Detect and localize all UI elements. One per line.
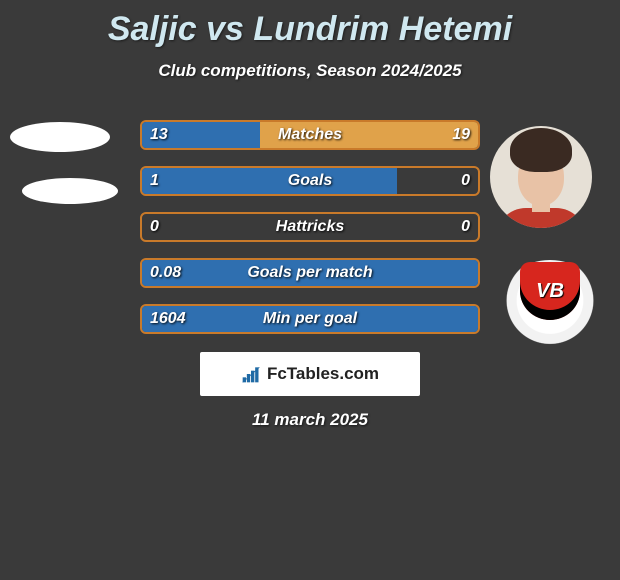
stat-value-left: 1 (150, 172, 159, 190)
subtitle: Club competitions, Season 2024/2025 (0, 61, 620, 81)
player1-avatar (22, 178, 118, 204)
stat-value-left: 1604 (150, 310, 186, 328)
club-crest-text: VB (536, 280, 564, 303)
stat-row: Min per goal 1604 (140, 304, 480, 334)
stat-row: Goals 1 0 (140, 166, 480, 196)
player2-club-logo: VB (498, 260, 602, 350)
stat-label: Goals (288, 172, 332, 190)
stat-label: Matches (278, 126, 342, 144)
stat-row: Goals per match 0.08 (140, 258, 480, 288)
page-title: Saljic vs Lundrim Hetemi (0, 0, 620, 49)
player1-club-logo (10, 122, 110, 152)
stat-label: Min per goal (263, 310, 357, 328)
stat-label: Goals per match (247, 264, 372, 282)
bar-left-fill (142, 168, 397, 194)
stat-value-right: 0 (461, 218, 470, 236)
update-date: 11 march 2025 (0, 410, 620, 430)
stat-row: Hattricks 0 0 (140, 212, 480, 242)
stat-value-right: 0 (461, 172, 470, 190)
branding-link[interactable]: FcTables.com (200, 352, 420, 396)
stat-value-left: 0 (150, 218, 159, 236)
stat-value-right: 19 (452, 126, 470, 144)
stat-label: Hattricks (276, 218, 344, 236)
player2-avatar (490, 126, 592, 228)
comparison-bars: Matches 13 19 Goals 1 0 Hattricks 0 0 Goals per m… (140, 120, 480, 350)
stat-value-left: 0.08 (150, 264, 181, 282)
branding-text: FcTables.com (267, 364, 379, 384)
stat-row: Matches 13 19 (140, 120, 480, 150)
bar-chart-icon (241, 364, 261, 384)
avatar-hair (510, 128, 572, 172)
stat-value-left: 13 (150, 126, 168, 144)
